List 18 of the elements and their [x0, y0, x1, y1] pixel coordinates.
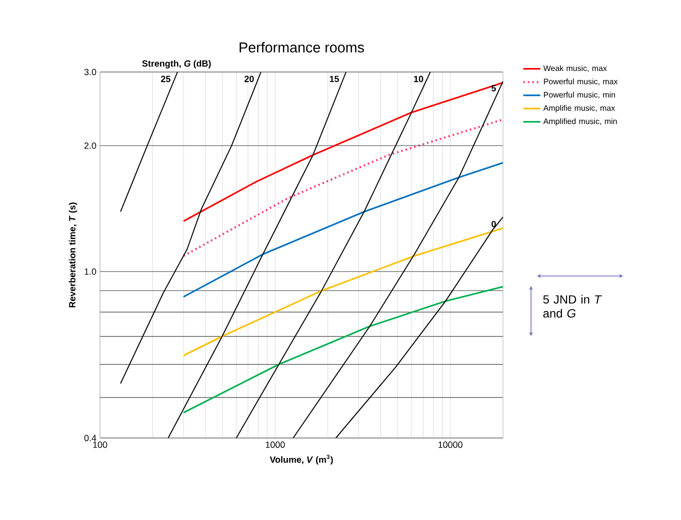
chart-title: Performance rooms: [240, 42, 364, 52]
y-tick-label: 1.0: [84, 268, 96, 275]
x-tick-label: 100: [93, 442, 108, 448]
x-axis-title: Volume, V (m$^{3}$): [270, 454, 333, 465]
text: 5 JND in T and G: [543, 294, 602, 318]
x-tick-label: 10000: [438, 442, 462, 448]
y-tick-label: 0.4: [84, 434, 96, 442]
series-label: 20: [244, 76, 254, 82]
y-axis-title: Reverberation time, T (s): [68, 202, 78, 308]
text: Strength, G (dB): [142, 60, 211, 68]
y-tick-label: 2.0: [84, 142, 96, 149]
y-tick-label: 3.0: [84, 68, 96, 76]
series-label: 25: [161, 76, 170, 82]
series-label: 5: [491, 85, 496, 92]
series-label: 15: [330, 76, 339, 82]
x-tick-label: 1000: [266, 442, 285, 448]
series-label: 0: [492, 220, 496, 228]
series-label: 10: [414, 76, 424, 82]
